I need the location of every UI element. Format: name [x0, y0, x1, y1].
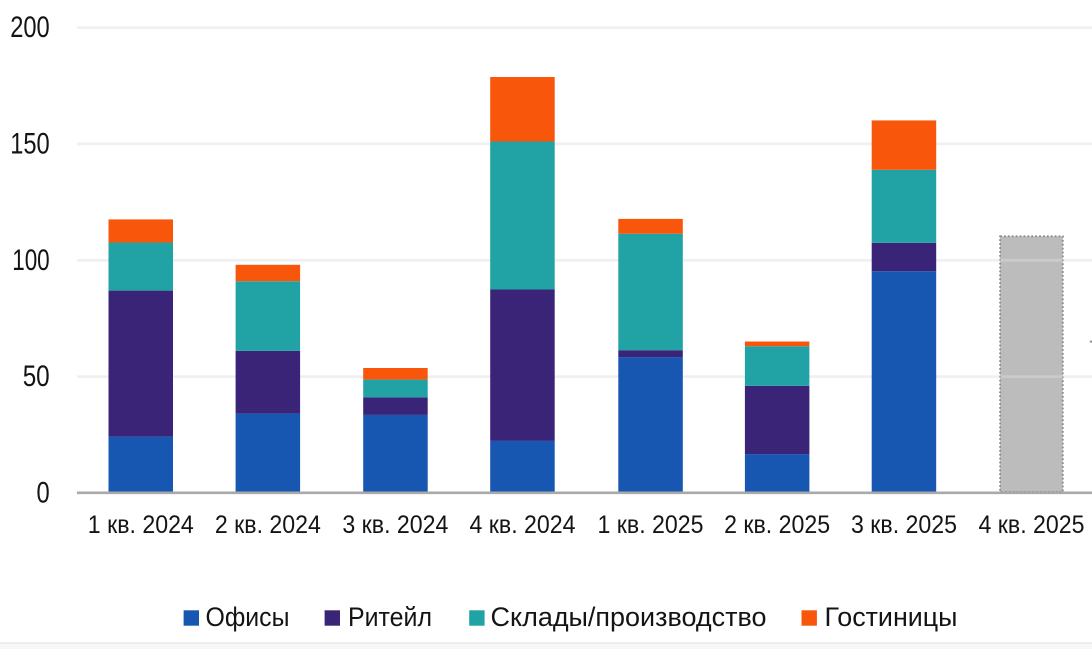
- svg-text:Ритейл: Ритейл: [348, 602, 432, 632]
- svg-text:50: 50: [23, 360, 50, 393]
- svg-text:150: 150: [10, 128, 50, 161]
- svg-text:3 кв. 2024: 3 кв. 2024: [342, 511, 448, 539]
- svg-text:200: 200: [10, 11, 50, 44]
- svg-text:2 кв. 2024: 2 кв. 2024: [215, 511, 321, 539]
- svg-text:4 кв. 2025: 4 кв. 2025: [979, 511, 1085, 539]
- svg-text:1 кв. 2024: 1 кв. 2024: [88, 511, 194, 539]
- svg-text:100: 100: [12, 244, 50, 277]
- svg-text:3 кв. 2025: 3 кв. 2025: [851, 511, 957, 539]
- svg-text:Гостиницы: Гостиницы: [825, 602, 958, 632]
- svg-text:1 кв. 2025: 1 кв. 2025: [598, 511, 704, 539]
- svg-text:4 кв. 2024: 4 кв. 2024: [470, 511, 576, 539]
- svg-text:Склады/производство: Склады/производство: [491, 602, 767, 632]
- svg-text:0: 0: [37, 476, 50, 509]
- svg-text:Офисы: Офисы: [206, 602, 290, 632]
- svg-text:2 кв. 2025: 2 кв. 2025: [724, 511, 830, 539]
